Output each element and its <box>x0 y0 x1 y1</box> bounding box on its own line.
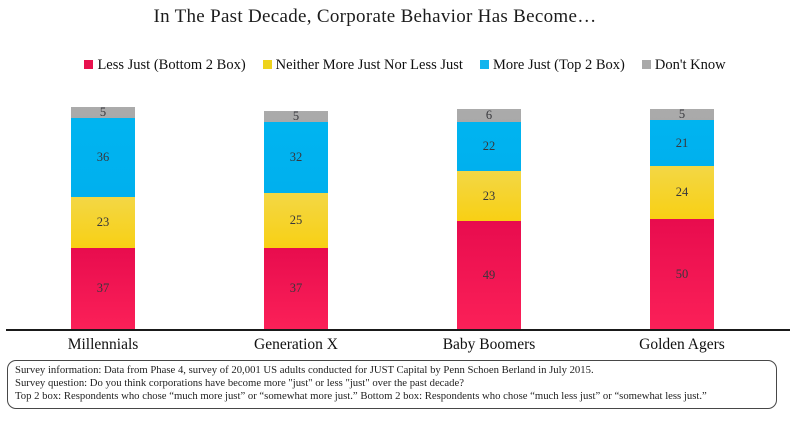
segment-more-just-top-2-box: 32 <box>264 122 328 193</box>
segment-more-just-top-2-box: 36 <box>71 117 135 198</box>
segment-neither-more-just-nor-less-just: 24 <box>650 166 714 219</box>
category-label-millennials: Millennials <box>67 336 139 353</box>
segment-value-label: 36 <box>96 150 110 165</box>
legend: Less Just (Bottom 2 Box) Neither More Ju… <box>10 57 790 74</box>
segment-neither-more-just-nor-less-just: 25 <box>264 192 328 248</box>
segment-value-label: 5 <box>678 107 686 122</box>
segment-don-t-know: 5 <box>264 109 328 124</box>
segment-value-label: 21 <box>675 135 689 150</box>
segment-less-just-bottom-2-box: 49 <box>457 221 521 329</box>
x-axis-line <box>6 329 790 331</box>
legend-label: Neither More Just Nor Less Just <box>275 57 463 73</box>
bar-millennials: 5 36 23 37 <box>71 105 135 329</box>
segment-value-label: 37 <box>289 281 303 296</box>
segment-neither-more-just-nor-less-just: 23 <box>71 197 135 248</box>
footnote-line-survey-question: Survey question: Do you think corporatio… <box>15 377 465 390</box>
legend-item-neither: Neither More Just Nor Less Just <box>262 57 463 74</box>
segment-neither-more-just-nor-less-just: 23 <box>457 170 521 222</box>
segment-value-label: 5 <box>292 109 300 124</box>
segment-value-label: 49 <box>482 267 496 282</box>
category-label-golden-agers: Golden Agers <box>639 336 725 353</box>
footnote-box: Survey information: Data from Phase 4, s… <box>7 360 777 409</box>
segment-value-label: 24 <box>675 185 689 200</box>
bar-golden-agers: 5 21 24 50 <box>650 107 714 329</box>
segment-value-label: 37 <box>96 281 110 296</box>
footnote-line-box-definitions: Top 2 box: Respondents who chose “much m… <box>15 390 707 403</box>
segment-value-label: 5 <box>99 105 107 120</box>
segment-don-t-know: 5 <box>650 107 714 122</box>
legend-swatch-less-just-icon <box>84 60 94 69</box>
legend-item-dont-know: Don't Know <box>641 57 726 74</box>
segment-value-label: 32 <box>289 150 303 165</box>
chart-title: In The Past Decade, Corporate Behavior H… <box>153 6 597 27</box>
segment-value-label: 23 <box>96 215 110 230</box>
segment-value-label: 6 <box>485 108 493 123</box>
segment-value-label: 23 <box>482 188 496 203</box>
legend-label: Don't Know <box>654 57 726 73</box>
legend-swatch-dont-know-icon <box>641 60 651 69</box>
legend-swatch-neither-icon <box>262 60 272 69</box>
legend-label: More Just (Top 2 Box) <box>492 57 625 73</box>
segment-less-just-bottom-2-box: 37 <box>264 247 328 329</box>
bar-baby-boomers: 6 22 23 49 <box>457 109 521 329</box>
legend-swatch-more-just-icon <box>479 60 489 69</box>
legend-item-less-just: Less Just (Bottom 2 Box) <box>84 57 246 74</box>
legend-label: Less Just (Bottom 2 Box) <box>97 57 246 73</box>
category-label-generation-x: Generation X <box>254 336 338 353</box>
segment-don-t-know: 6 <box>457 108 521 123</box>
segment-value-label: 50 <box>675 266 689 281</box>
footnote-line-survey-information: Survey information: Data from Phase 4, s… <box>15 364 594 376</box>
segment-value-label: 25 <box>289 212 303 227</box>
segment-value-label: 22 <box>482 139 496 154</box>
category-label-baby-boomers: Baby Boomers <box>442 336 536 353</box>
bar-generation-x: 5 32 25 37 <box>264 109 328 329</box>
segment-more-just-top-2-box: 22 <box>457 122 521 171</box>
category-labels: Millennials Generation X Baby Boomers Go… <box>0 336 790 356</box>
segment-don-t-know: 5 <box>71 105 135 120</box>
segment-less-just-bottom-2-box: 37 <box>71 247 135 329</box>
segment-less-just-bottom-2-box: 50 <box>650 219 714 329</box>
segment-more-just-top-2-box: 21 <box>650 120 714 167</box>
legend-item-more-just: More Just (Top 2 Box) <box>479 57 625 74</box>
